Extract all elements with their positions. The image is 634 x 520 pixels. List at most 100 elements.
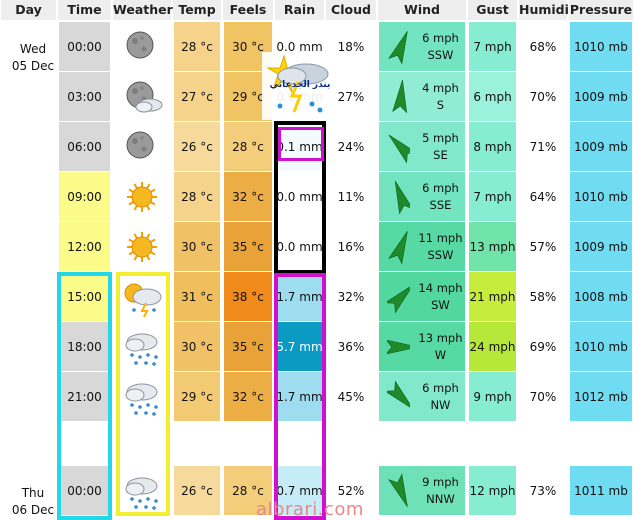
time-cell: 00:00 bbox=[59, 466, 110, 515]
time-cell: 18:00 bbox=[59, 322, 110, 371]
time-value: 21:00 bbox=[67, 389, 102, 404]
wind-direction: SSE bbox=[429, 197, 452, 212]
gap-cell bbox=[327, 422, 375, 466]
author-badge-text: بندر الجدعاني bbox=[269, 80, 331, 90]
gust-value: 8 mph bbox=[473, 139, 512, 154]
gap-cell bbox=[276, 422, 323, 466]
feels-cell: 32 °c bbox=[224, 372, 272, 421]
cloud-value: 16% bbox=[337, 239, 365, 254]
gust-cell: 7 mph bbox=[469, 22, 516, 71]
header-day: Day bbox=[1, 0, 56, 20]
cloud-cell: 11% bbox=[327, 172, 375, 221]
pressure-value: 1009 mb bbox=[574, 239, 628, 254]
pressure-cell: 1009 mb bbox=[570, 122, 632, 171]
wind-text: 11 mph SSW bbox=[416, 230, 465, 264]
gap-cell bbox=[570, 422, 632, 466]
rain-cell: 0.0 mm bbox=[276, 172, 323, 221]
humidity-value: 73% bbox=[529, 483, 557, 498]
header-humidity: Humidity bbox=[519, 0, 583, 20]
gust-cell: 8 mph bbox=[469, 122, 516, 171]
humidity-cell: 64% bbox=[520, 172, 566, 221]
cloud-value: 27% bbox=[337, 89, 365, 104]
gust-cell: 6 mph bbox=[469, 72, 516, 121]
header-rain: Rain bbox=[275, 0, 324, 20]
pressure-value: 1009 mb bbox=[574, 139, 628, 154]
time-value: 00:00 bbox=[67, 483, 102, 498]
header-wind: Wind bbox=[378, 0, 466, 20]
rain-value: 0.0 mm bbox=[276, 189, 323, 204]
day-name: Wed bbox=[19, 42, 47, 56]
moon-cloud-icon bbox=[126, 81, 163, 112]
header-time: Time bbox=[58, 0, 111, 20]
rain-cell: 0.7 mm bbox=[276, 466, 323, 515]
gust-value: 7 mph bbox=[473, 189, 512, 204]
gust-cell: 21 mph bbox=[469, 272, 516, 321]
wind-text: 6 mph NW bbox=[416, 380, 465, 414]
wind-speed: 6 mph bbox=[422, 30, 459, 45]
temp-cell: 29 °c bbox=[174, 372, 220, 421]
feels-value: 28 °c bbox=[232, 483, 264, 498]
wind-direction-arrow-icon bbox=[394, 180, 410, 214]
weather-cell bbox=[114, 466, 170, 515]
cloud-value: 11% bbox=[337, 189, 365, 204]
humidity-value: 68% bbox=[529, 39, 557, 54]
rain-cell: 0.1 mm bbox=[276, 122, 323, 171]
pressure-value: 1010 mb bbox=[574, 39, 628, 54]
temp-cell: 27 °c bbox=[174, 72, 220, 121]
cloud-cell: 32% bbox=[327, 272, 375, 321]
wind-speed: 6 mph bbox=[422, 380, 459, 395]
feels-value: 35 °c bbox=[232, 239, 264, 254]
gust-value: 13 mph bbox=[469, 239, 516, 254]
cloud-value: 45% bbox=[337, 389, 365, 404]
temp-cell: 30 °c bbox=[174, 322, 220, 371]
weather-cell bbox=[114, 222, 170, 271]
feels-cell: 35 °c bbox=[224, 322, 272, 371]
weather-cell bbox=[114, 372, 170, 421]
wind-direction-arrow-icon bbox=[388, 134, 410, 163]
wind-cell: 11 mph SSW bbox=[379, 222, 465, 271]
humidity-value: 69% bbox=[529, 339, 557, 354]
temp-value: 26 °c bbox=[181, 139, 213, 154]
pressure-value: 1011 mb bbox=[574, 483, 628, 498]
wind-cell: 4 mph S bbox=[379, 72, 465, 121]
pressure-value: 1010 mb bbox=[574, 339, 628, 354]
wind-speed: 14 mph bbox=[418, 280, 463, 295]
sun-icon bbox=[127, 231, 157, 262]
temp-cell: 31 °c bbox=[174, 272, 220, 321]
humidity-value: 71% bbox=[529, 139, 557, 154]
wind-cell: 9 mph NNW bbox=[379, 466, 465, 515]
gust-cell: 24 mph bbox=[469, 322, 516, 371]
gap-cell bbox=[520, 422, 566, 466]
day-date: 05 Dec bbox=[11, 59, 55, 73]
rain-value: 0.1 mm bbox=[276, 139, 323, 154]
feels-value: 32 °c bbox=[232, 389, 264, 404]
pressure-value: 1009 mb bbox=[574, 89, 628, 104]
wind-text: 14 mph SW bbox=[416, 280, 465, 314]
time-value: 18:00 bbox=[67, 339, 102, 354]
rain-value: 0.0 mm bbox=[276, 39, 323, 54]
temp-value: 29 °c bbox=[181, 389, 213, 404]
pressure-value: 1012 mb bbox=[574, 389, 628, 404]
wind-cell: 13 mph W bbox=[379, 322, 465, 371]
day-label: Thu 06 Dec bbox=[0, 485, 66, 519]
gust-value: 12 mph bbox=[469, 483, 516, 498]
cloud-value: 36% bbox=[337, 339, 365, 354]
rain-cell: 1.7 mm bbox=[276, 372, 323, 421]
gust-value: 24 mph bbox=[469, 339, 516, 354]
time-cell: 00:00 bbox=[59, 22, 110, 71]
temp-value: 30 °c bbox=[181, 239, 213, 254]
wind-direction: SSW bbox=[427, 47, 454, 62]
feels-cell: 28 °c bbox=[224, 466, 272, 515]
feels-cell: 32 °c bbox=[224, 172, 272, 221]
wind-speed: 5 mph bbox=[422, 130, 459, 145]
temp-value: 26 °c bbox=[181, 483, 213, 498]
temp-value: 30 °c bbox=[181, 339, 213, 354]
temp-cell: 28 °c bbox=[174, 22, 220, 71]
wind-direction: NW bbox=[430, 397, 451, 412]
humidity-cell: 57% bbox=[520, 222, 566, 271]
humidity-value: 64% bbox=[529, 189, 557, 204]
time-cell: 09:00 bbox=[59, 172, 110, 221]
pressure-cell: 1011 mb bbox=[570, 466, 632, 515]
wind-cell: 6 mph NW bbox=[379, 372, 465, 421]
wind-direction-arrow-icon bbox=[387, 339, 410, 354]
